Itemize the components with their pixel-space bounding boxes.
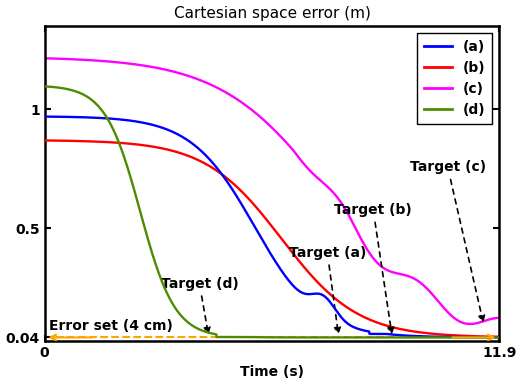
Text: Error set (4 cm): Error set (4 cm)	[49, 319, 173, 333]
X-axis label: Time (s): Time (s)	[240, 365, 304, 380]
Text: Target (d): Target (d)	[160, 276, 238, 333]
Legend: (a), (b), (c), (d): (a), (b), (c), (d)	[417, 33, 492, 124]
Title: Cartesian space error (m): Cartesian space error (m)	[173, 5, 371, 20]
Text: Target (a): Target (a)	[289, 246, 366, 333]
Text: Target (b): Target (b)	[334, 203, 412, 333]
Text: Target (c): Target (c)	[410, 160, 486, 321]
